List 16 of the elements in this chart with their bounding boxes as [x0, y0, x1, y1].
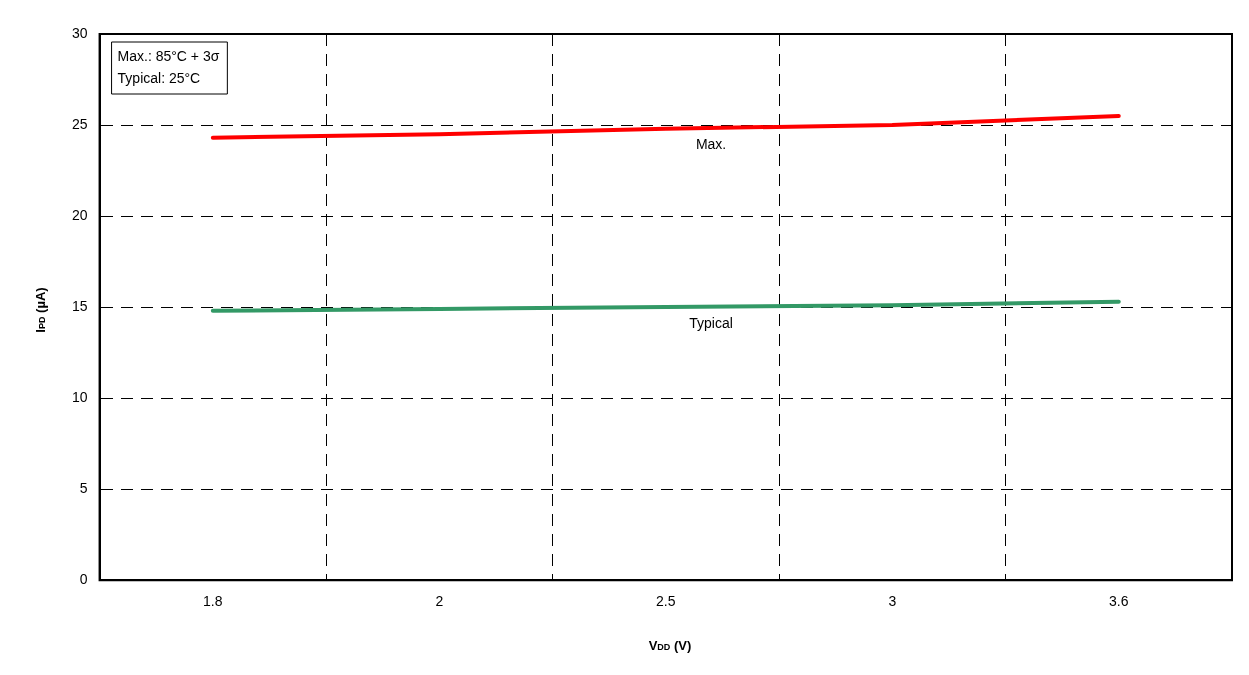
series-label: Typical	[689, 314, 733, 331]
annotation: Max.: 85°C + 3σ	[117, 47, 220, 64]
x-tick-label: 2	[435, 593, 444, 610]
y-tick-label: 0	[79, 571, 88, 588]
x-tick-label: 3	[888, 593, 897, 610]
x-tick-label: 3.6	[1109, 593, 1129, 610]
x-tick-label: 2.5	[656, 593, 676, 610]
y-tick-label: 25	[71, 115, 88, 132]
y-tick-label: 10	[71, 388, 88, 405]
y-tick-label: 30	[71, 24, 88, 41]
annotation: Typical: 25°C	[117, 69, 201, 86]
x-tick-label: 1.8	[203, 593, 223, 610]
y-tick-label: 20	[71, 206, 88, 223]
y-tick-label: 15	[71, 297, 88, 314]
series-label: Max.	[695, 135, 727, 152]
y-tick-label: 5	[79, 480, 88, 497]
